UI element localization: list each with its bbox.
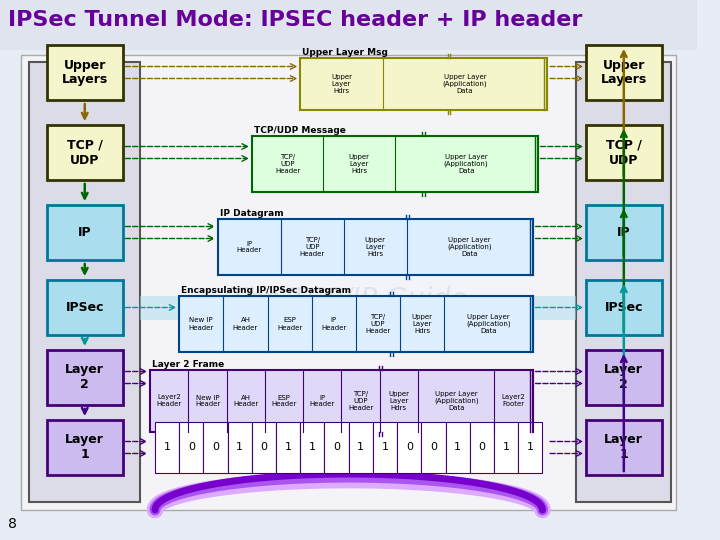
Text: Upper
Layer
Hdrs: Upper Layer Hdrs xyxy=(388,391,410,411)
Bar xyxy=(300,58,547,110)
Bar xyxy=(252,422,276,473)
Text: 0: 0 xyxy=(478,442,485,453)
Text: Upper
Layer
Hdrs: Upper Layer Hdrs xyxy=(365,237,386,257)
Bar xyxy=(155,422,179,473)
Text: 0: 0 xyxy=(406,442,413,453)
Bar xyxy=(218,219,533,275)
Text: 1: 1 xyxy=(163,442,171,453)
Text: Layer 2 Frame: Layer 2 Frame xyxy=(152,360,225,369)
Text: IP
Header: IP Header xyxy=(310,395,335,408)
Text: 0: 0 xyxy=(261,442,267,453)
Text: Encapsulating IP/IPSec Datagram: Encapsulating IP/IPSec Datagram xyxy=(181,286,351,295)
Text: 0: 0 xyxy=(333,442,340,453)
Text: IP: IP xyxy=(617,226,631,239)
Text: Layer2
Header: Layer2 Header xyxy=(157,395,182,408)
Bar xyxy=(586,420,662,475)
Text: New IP
Header: New IP Header xyxy=(189,318,214,330)
Bar xyxy=(421,422,446,473)
Text: Layer2
Footer: Layer2 Footer xyxy=(502,395,526,408)
Text: Upper Layer Msg: Upper Layer Msg xyxy=(302,48,388,57)
Text: IPSec: IPSec xyxy=(66,301,104,314)
Text: TCP /
UDP: TCP / UDP xyxy=(67,138,103,166)
Bar xyxy=(252,136,538,192)
Text: IPSec: IPSec xyxy=(605,301,643,314)
Text: 0: 0 xyxy=(430,442,437,453)
Text: The TCP/IP Guide: The TCP/IP Guide xyxy=(230,286,468,314)
Text: 1: 1 xyxy=(236,442,243,453)
Bar xyxy=(586,280,662,335)
Bar xyxy=(140,295,576,320)
Text: TCP/
UDP
Header: TCP/ UDP Header xyxy=(366,314,391,334)
Bar xyxy=(204,422,228,473)
Bar xyxy=(47,125,122,180)
Bar xyxy=(0,0,698,50)
Text: Layer
2: Layer 2 xyxy=(66,363,104,392)
Bar xyxy=(47,350,122,405)
Bar xyxy=(150,370,533,432)
Bar xyxy=(276,422,300,473)
Text: 1: 1 xyxy=(284,442,292,453)
Bar xyxy=(469,422,494,473)
Text: Layer
1: Layer 1 xyxy=(604,434,643,462)
Text: TCP/
UDP
Header: TCP/ UDP Header xyxy=(300,237,325,257)
Text: 1: 1 xyxy=(527,442,534,453)
Text: Upper Layer
(Application)
Data: Upper Layer (Application) Data xyxy=(443,74,487,94)
Text: Upper Layer
(Application)
Data: Upper Layer (Application) Data xyxy=(448,237,492,257)
Text: 1: 1 xyxy=(382,442,389,453)
Text: Upper Layer
(Application)
Data: Upper Layer (Application) Data xyxy=(434,391,479,411)
Text: 1: 1 xyxy=(503,442,510,453)
Text: TCP/UDP Message: TCP/UDP Message xyxy=(253,126,346,135)
Text: TCP/
UDP
Header: TCP/ UDP Header xyxy=(275,154,300,174)
Bar xyxy=(586,45,662,100)
Text: Upper
Layer
Hdrs: Upper Layer Hdrs xyxy=(348,154,369,174)
Text: New IP
Header: New IP Header xyxy=(195,395,220,408)
Text: 0: 0 xyxy=(212,442,219,453)
Text: IPSec Tunnel Mode: IPSEC header + IP header: IPSec Tunnel Mode: IPSEC header + IP hea… xyxy=(8,10,582,30)
Text: 0: 0 xyxy=(188,442,195,453)
Text: ESP
Header: ESP Header xyxy=(271,395,297,408)
Text: TCP /
UDP: TCP / UDP xyxy=(606,138,642,166)
Text: Upper Layer
(Application)
Data: Upper Layer (Application) Data xyxy=(467,314,511,334)
Bar xyxy=(22,55,676,510)
Text: IP
Header: IP Header xyxy=(321,318,346,330)
Text: Upper
Layers: Upper Layers xyxy=(600,58,647,86)
Bar xyxy=(586,125,662,180)
Text: 8: 8 xyxy=(8,517,17,531)
Text: Layer
1: Layer 1 xyxy=(66,434,104,462)
Bar xyxy=(47,280,122,335)
Bar xyxy=(47,420,122,475)
Bar xyxy=(228,422,252,473)
Text: 1: 1 xyxy=(454,442,462,453)
Text: Upper
Layer
Hdrs: Upper Layer Hdrs xyxy=(331,74,352,94)
Bar xyxy=(300,422,325,473)
Bar xyxy=(29,62,140,502)
Text: Upper Layer
(Application)
Data: Upper Layer (Application) Data xyxy=(444,154,488,174)
Bar xyxy=(397,422,421,473)
Bar xyxy=(179,422,204,473)
Text: TCP/
UDP
Header: TCP/ UDP Header xyxy=(348,391,373,411)
Text: IP: IP xyxy=(78,226,91,239)
Bar xyxy=(494,422,518,473)
Bar xyxy=(518,422,542,473)
Bar xyxy=(446,422,469,473)
Bar xyxy=(586,350,662,405)
Text: Upper
Layers: Upper Layers xyxy=(62,58,108,86)
Text: 1: 1 xyxy=(309,442,316,453)
Text: ESP
Header: ESP Header xyxy=(277,318,302,330)
Bar xyxy=(325,422,348,473)
Bar xyxy=(586,205,662,260)
Bar xyxy=(179,296,533,352)
Text: AH
Header: AH Header xyxy=(233,395,258,408)
Bar xyxy=(47,205,122,260)
Bar xyxy=(576,62,671,502)
Text: AH
Header: AH Header xyxy=(233,318,258,330)
Bar xyxy=(373,422,397,473)
Text: IP
Header: IP Header xyxy=(237,240,262,253)
Text: Layer
2: Layer 2 xyxy=(604,363,643,392)
Text: IP Datagram: IP Datagram xyxy=(220,209,284,218)
Bar xyxy=(47,45,122,100)
Text: Upper
Layer
Hdrs: Upper Layer Hdrs xyxy=(412,314,433,334)
Bar xyxy=(348,422,373,473)
Text: 1: 1 xyxy=(357,442,364,453)
